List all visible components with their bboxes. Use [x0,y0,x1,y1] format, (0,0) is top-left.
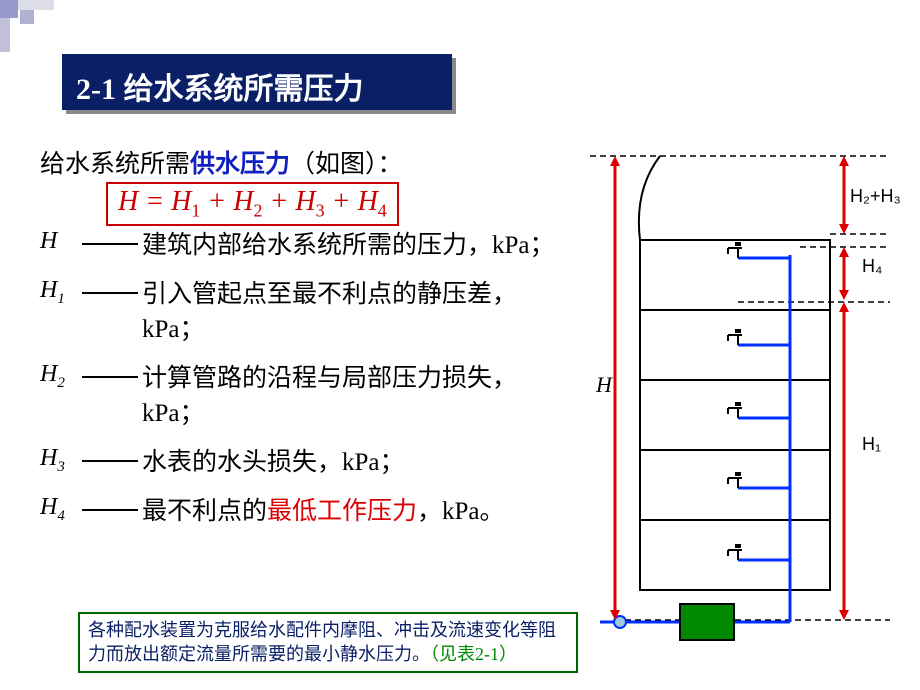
corner-decoration [0,0,60,50]
svg-text:H: H [595,372,613,397]
def-H: H 建筑内部给水系统所需的压力，kPa； [40,228,560,263]
slide-title: 2-1 给水系统所需压力 [62,54,452,110]
def-H4: H4 最不利点的最低工作压力，kPa。 [40,494,560,529]
intro-line: 给水系统所需供水压力（如图）： [40,144,403,180]
svg-text:H₂+H₃: H₂+H₃ [850,186,901,206]
note-box: 各种配水装置为克服给水配件内摩阻、冲击及流速变化等阻力而放出额定流量所需要的最小… [78,612,578,673]
intro-pre: 给水系统所需 [40,151,190,178]
definition-list: H 建筑内部给水系统所需的压力，kPa； H1 引入管起点至最不利点的静压差，k… [40,228,560,543]
def-H3: H3 水表的水头损失，kPa； [40,445,560,480]
svg-text:H₄: H₄ [862,256,882,276]
svg-text:H₁: H₁ [862,434,881,454]
intro-blue: 供水压力 [190,151,290,178]
def-H2: H2 计算管路的沿程与局部压力损失，kPa； [40,361,560,431]
building-diagram: H H₂+H₃ H₄ H₁ [590,150,910,670]
def-H1: H1 引入管起点至最不利点的静压差，kPa； [40,277,560,347]
intro-post: （如图）： [290,151,403,178]
note-ref: （见表2-1） [430,644,517,664]
formula: H = H1 + H2 + H3 + H4 [106,182,399,226]
